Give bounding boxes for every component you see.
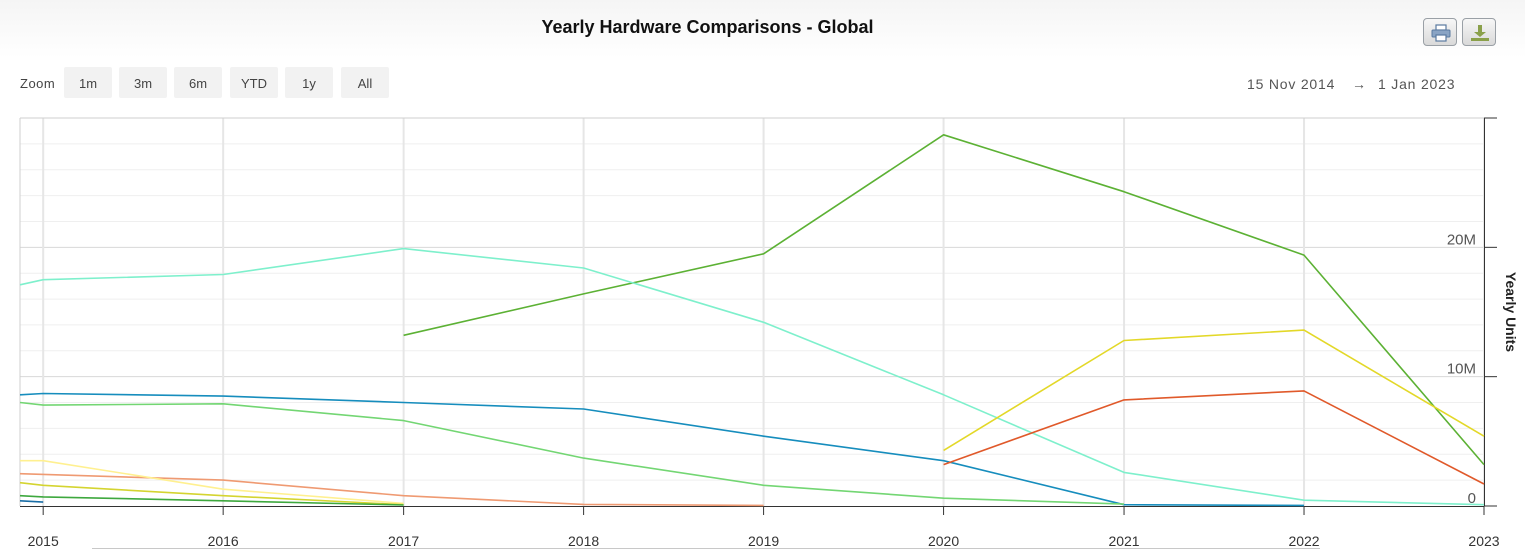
printer-icon [1431,24,1451,42]
download-icon [1471,25,1489,41]
x-tick-label: 2018 [568,533,599,549]
zoom-label: Zoom [20,76,56,91]
x-tick-label: 2015 [28,533,59,549]
download-button[interactable] [1462,18,1496,46]
range-arrow: → [1352,76,1367,92]
series-line-1 [403,134,1485,466]
series-line-10 [19,494,404,506]
zoom-all-button[interactable]: All [341,67,389,98]
y-axis-title: Yearly Units [1503,272,1519,352]
y-tick-label: 10M [1447,361,1476,378]
x-tick-label: 2023 [1468,533,1499,549]
zoom-ytd-button[interactable]: YTD [230,67,278,98]
zoom-1m-button[interactable]: 1m [64,67,112,98]
x-tick-label: 2020 [928,533,959,549]
range-from-input[interactable]: 15 Nov 2014 [1247,76,1336,92]
series-line-4 [19,401,1125,505]
x-tick-label: 2017 [388,533,419,549]
x-tick-label: 2022 [1288,533,1319,549]
range-to-input[interactable]: 1 Jan 2023 [1378,76,1456,92]
x-tick-label: 2021 [1108,533,1139,549]
series-line-5 [943,329,1485,452]
series-line-8 [20,459,404,505]
series-line-6 [943,390,1485,485]
series-line-3 [19,392,1305,507]
series-line-2 [19,247,1485,506]
series-line-9 [19,481,404,506]
chart-header [0,0,1525,58]
chart-title: Yearly Hardware Comparisons - Global [541,17,874,37]
y-tick-label: 0 [1468,490,1476,507]
zoom-3m-button[interactable]: 3m [119,67,167,98]
zoom-1y-button[interactable]: 1y [285,67,333,98]
x-tick-label: 2019 [748,533,779,549]
y-tick-label: 20M [1447,231,1476,248]
x-tick-label: 2016 [208,533,239,549]
series-line-7 [19,472,764,507]
print-button[interactable] [1423,18,1457,46]
series-line-11 [19,500,44,503]
navigator-scrollbar[interactable] [92,548,1320,549]
zoom-6m-button[interactable]: 6m [174,67,222,98]
